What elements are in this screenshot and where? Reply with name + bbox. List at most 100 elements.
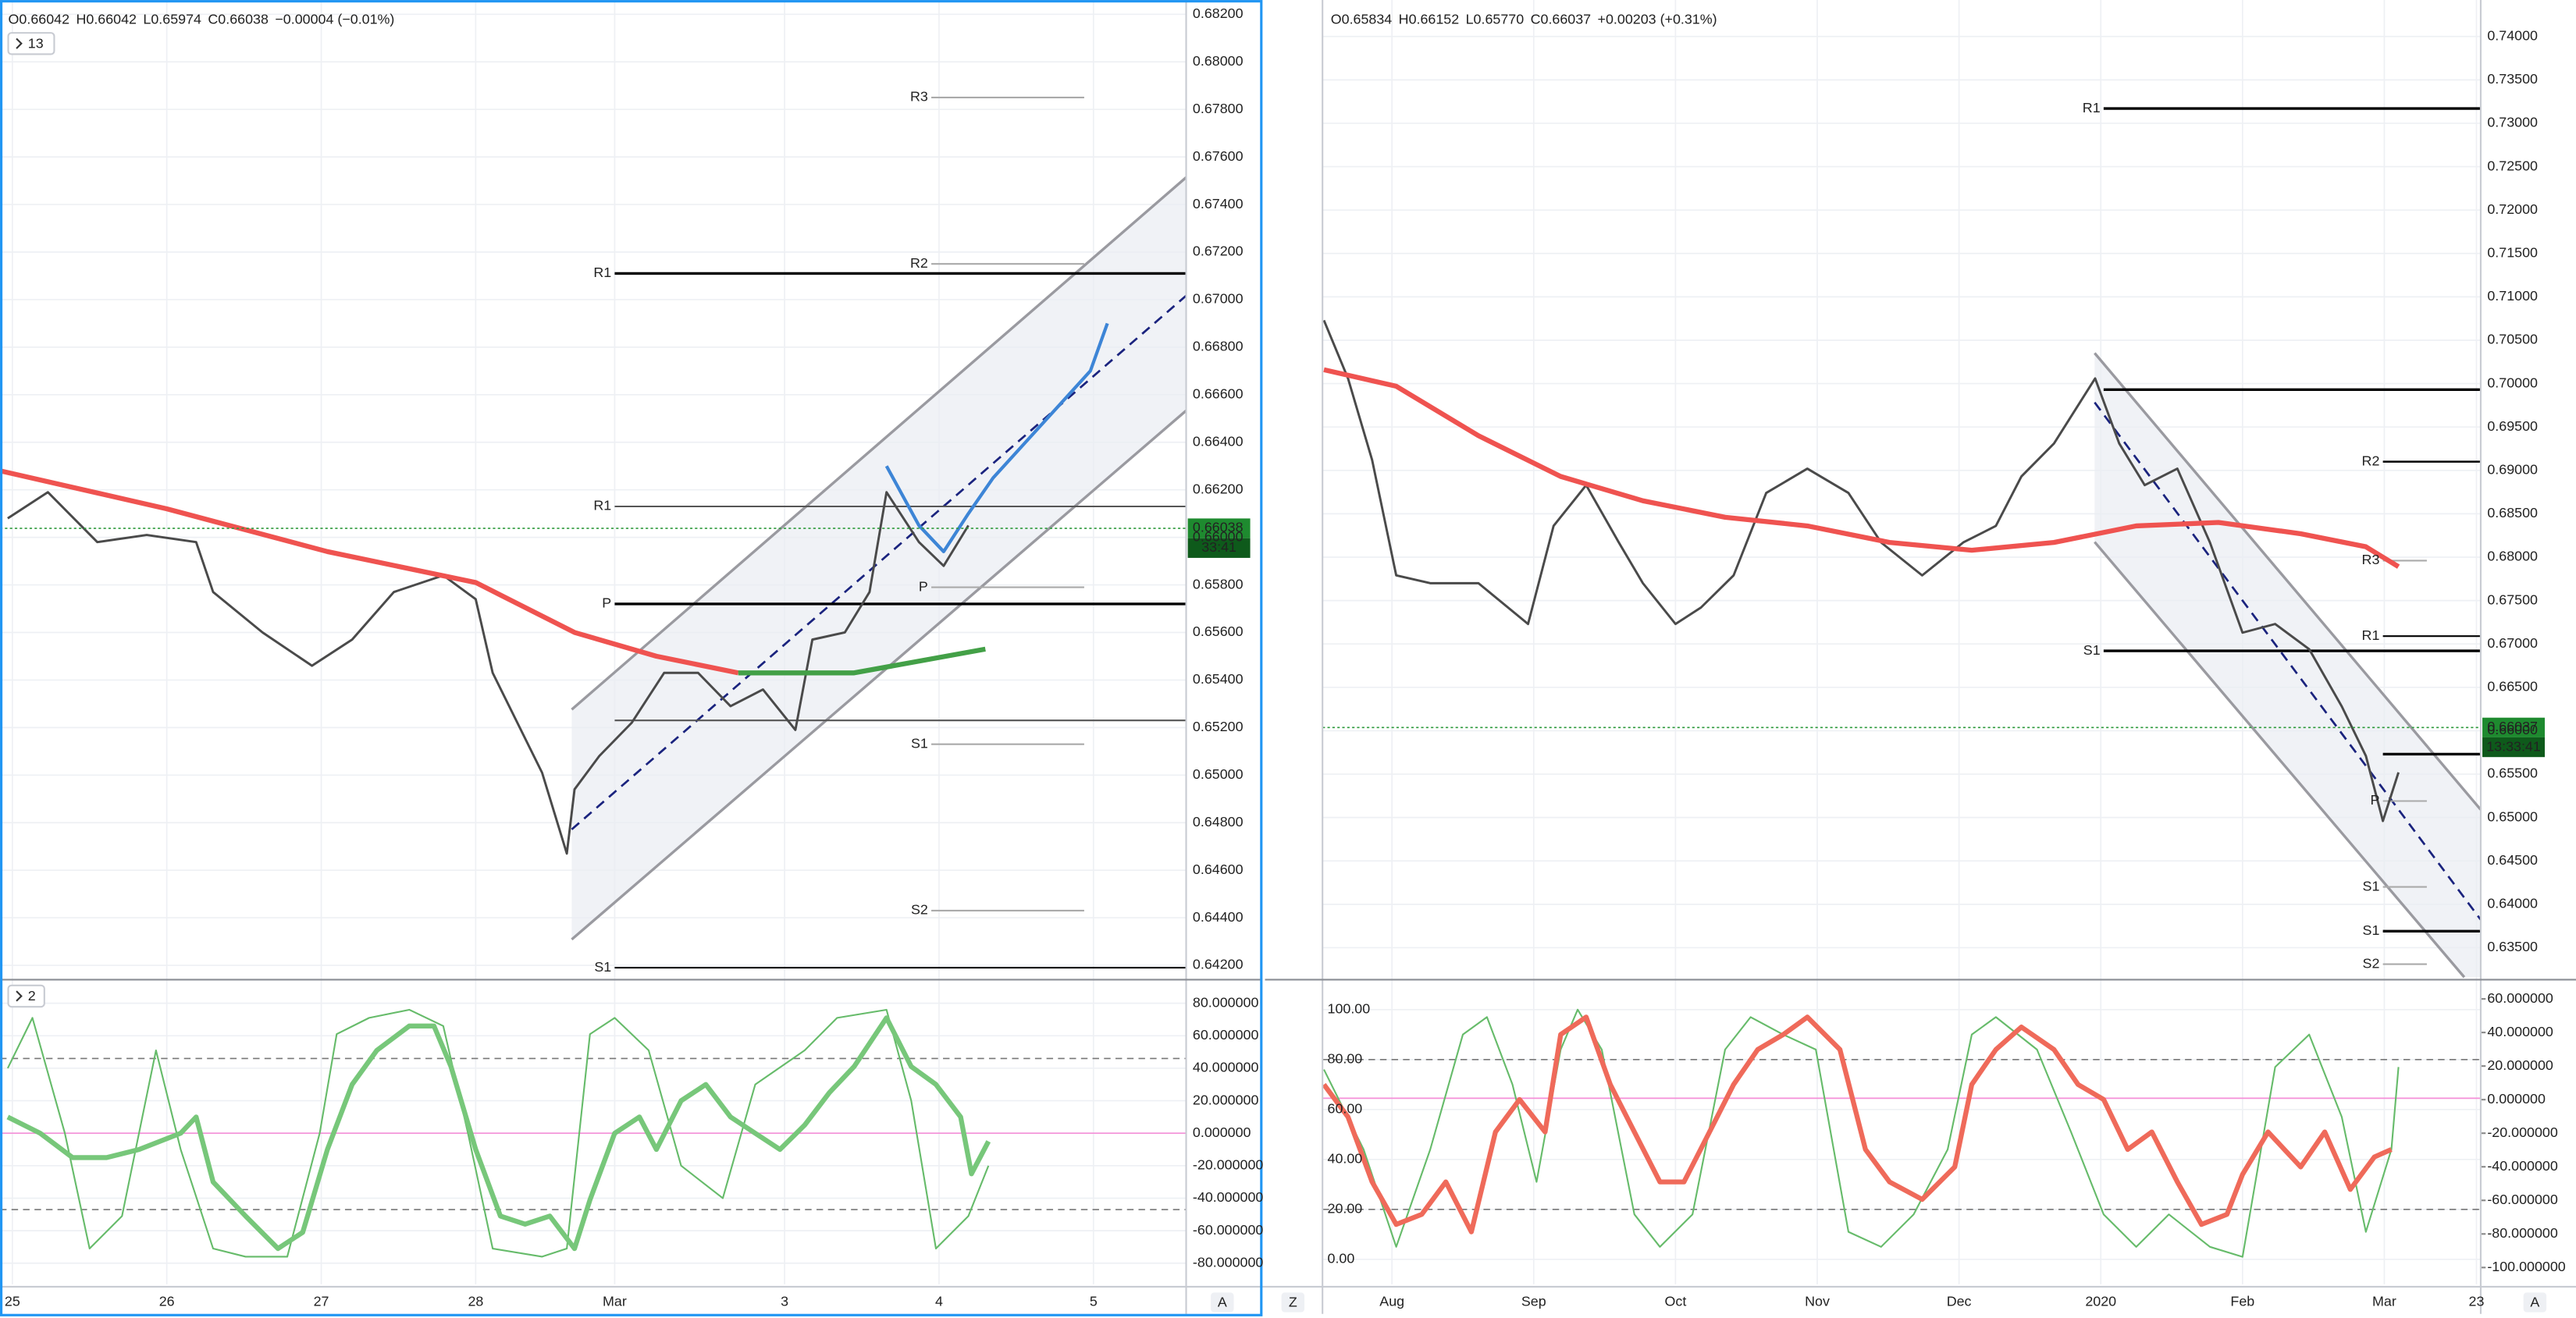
pivot-label: R3 <box>910 89 928 105</box>
pivot-label: R3 <box>2362 552 2380 567</box>
y2-tick-label: -40.000000 <box>2487 1158 2558 1174</box>
countdown-tag <box>1187 538 1251 558</box>
y-tick-label: 60.00 <box>1328 1101 1363 1117</box>
y2-tick-label: -60.000000 <box>2487 1192 2558 1207</box>
chevron-icon <box>16 990 23 1002</box>
ohlc-header: O0.66042 H0.66042 L0.65974 C0.66038 −0.00004… <box>9 11 395 27</box>
x-tick-label: 28 <box>468 1294 483 1309</box>
header-item: C0.66038 <box>208 11 269 27</box>
x-tick-label: 3 <box>781 1294 788 1309</box>
y-tick-label: 0.64800 <box>1193 814 1244 830</box>
pivot-label: R2 <box>2362 453 2380 468</box>
countdown-label: 13:33:41 <box>2486 738 2541 754</box>
header-item: L0.65974 <box>143 11 201 27</box>
pivot-label: R1 <box>2362 627 2380 643</box>
y-tick-label: -80.000000 <box>1193 1254 1264 1270</box>
series-line <box>6 1015 991 1252</box>
y-tick-label: 0.68200 <box>1193 5 1244 21</box>
y-tick-label: 0.67400 <box>1193 196 1244 211</box>
x-tick-label: 27 <box>314 1294 329 1309</box>
price-tag-label: 0.66037 <box>2487 719 2538 734</box>
pivot-label: R2 <box>910 255 928 271</box>
x-tick-label: Feb <box>2230 1294 2254 1309</box>
y-tick-label: 0.66200 <box>1193 481 1244 496</box>
y-tick-label: 0.66000 <box>1193 528 1244 544</box>
y-tick-label: 0.67500 <box>2487 592 2538 607</box>
channel-line <box>571 176 1187 711</box>
button-label: Z <box>1289 1295 1297 1310</box>
x-tick-label: Aug <box>1379 1294 1404 1309</box>
y-tick-label: 0.67000 <box>1193 291 1244 307</box>
channel-fill <box>571 177 1187 940</box>
y-tick-label: 40.000000 <box>1193 1060 1259 1075</box>
y-tick-label: 0.66600 <box>1193 386 1244 402</box>
y-tick-label: 0.65200 <box>1193 719 1244 734</box>
y-tick-label: 0.00 <box>1328 1251 1355 1266</box>
y-tick-label: 0.67200 <box>1193 243 1244 259</box>
channel-midline <box>571 294 1187 830</box>
price-tag <box>1187 518 1251 538</box>
header-item: O0.65834 <box>1331 11 1393 27</box>
y-tick-label: 80.000000 <box>1193 994 1259 1010</box>
y-tick-label: 0.68000 <box>2487 549 2538 564</box>
badge-text: 13 <box>28 36 44 52</box>
y-tick-label: 0.67800 <box>1193 101 1244 116</box>
header-item: H0.66042 <box>76 11 137 27</box>
y-tick-label: 0.64000 <box>2487 896 2538 911</box>
button-label: A <box>1218 1295 1227 1310</box>
y-tick-label: 0.71000 <box>2487 288 2538 304</box>
pivot-label: P <box>919 578 928 594</box>
y-tick-label: 20.00 <box>1328 1201 1363 1217</box>
y-tick-label: 0.65600 <box>1193 623 1244 639</box>
y-tick-label: 0.63500 <box>2487 939 2538 954</box>
y-tick-label: 0.74000 <box>2487 27 2538 43</box>
y2-tick-label: 0.000000 <box>2487 1091 2546 1107</box>
y2-tick-label: 20.000000 <box>2487 1057 2553 1073</box>
y-tick-label: 0.66500 <box>2487 679 2538 695</box>
channel-line <box>571 409 1187 941</box>
y-tick-label: 0.64600 <box>1193 861 1244 877</box>
y-tick-label: -40.000000 <box>1193 1189 1264 1205</box>
y-tick-label: 0.67600 <box>1193 148 1244 164</box>
study-toggle[interactable] <box>7 32 55 55</box>
auto-scale-button[interactable] <box>1211 1292 1234 1313</box>
button-label: A <box>2530 1295 2539 1310</box>
x-tick-label: 5 <box>1090 1294 1098 1309</box>
y2-tick-label: -20.000000 <box>2487 1124 2558 1140</box>
pivot-label: R1 <box>593 498 611 513</box>
y-tick-label: 60.000000 <box>1193 1027 1259 1043</box>
y-tick-label: 0.69000 <box>2487 462 2538 478</box>
y-tick-label: 0.000000 <box>1193 1124 1251 1140</box>
series-line <box>1323 367 2400 569</box>
y-tick-label: 0.66000 <box>2487 722 2538 737</box>
chevron-icon <box>16 37 23 49</box>
countdown-tag <box>2482 737 2546 758</box>
header-item: C0.66037 <box>1531 11 1592 27</box>
pivot-label: S2 <box>911 902 928 918</box>
y-tick-label: 0.71500 <box>2487 244 2538 260</box>
pivot-label: P <box>2370 792 2379 808</box>
y-tick-label: 0.64400 <box>1193 909 1244 925</box>
marks-layer <box>0 96 2546 1269</box>
grid-layer <box>0 0 2481 1284</box>
y-tick-label: 0.66800 <box>1193 339 1244 354</box>
price-tag <box>2482 717 2546 737</box>
badge-text: 2 <box>28 988 36 1004</box>
pivot-label: S1 <box>594 959 611 975</box>
y2-tick-label: -100.000000 <box>2487 1259 2565 1274</box>
y-tick-label: -20.000000 <box>1193 1157 1264 1173</box>
pivot-label: S1 <box>2363 922 2380 938</box>
header-item: L0.65770 <box>1466 11 1525 27</box>
series-line <box>6 1008 990 1258</box>
study-toggle[interactable] <box>7 984 45 1008</box>
y-tick-label: 0.70500 <box>2487 332 2538 347</box>
ohlc-header: O0.65834 H0.66152 L0.65770 C0.66037 +0.00203… <box>1331 11 1717 27</box>
auto-scale-button[interactable] <box>2523 1292 2547 1313</box>
x-tick-label: 26 <box>159 1294 175 1309</box>
zoom-button[interactable] <box>1281 1292 1305 1313</box>
y-tick-label: 0.72000 <box>2487 201 2538 217</box>
y2-tick-label: -80.000000 <box>2487 1225 2558 1241</box>
series-line <box>884 322 1109 553</box>
x-tick-label: 23 <box>2469 1294 2485 1309</box>
